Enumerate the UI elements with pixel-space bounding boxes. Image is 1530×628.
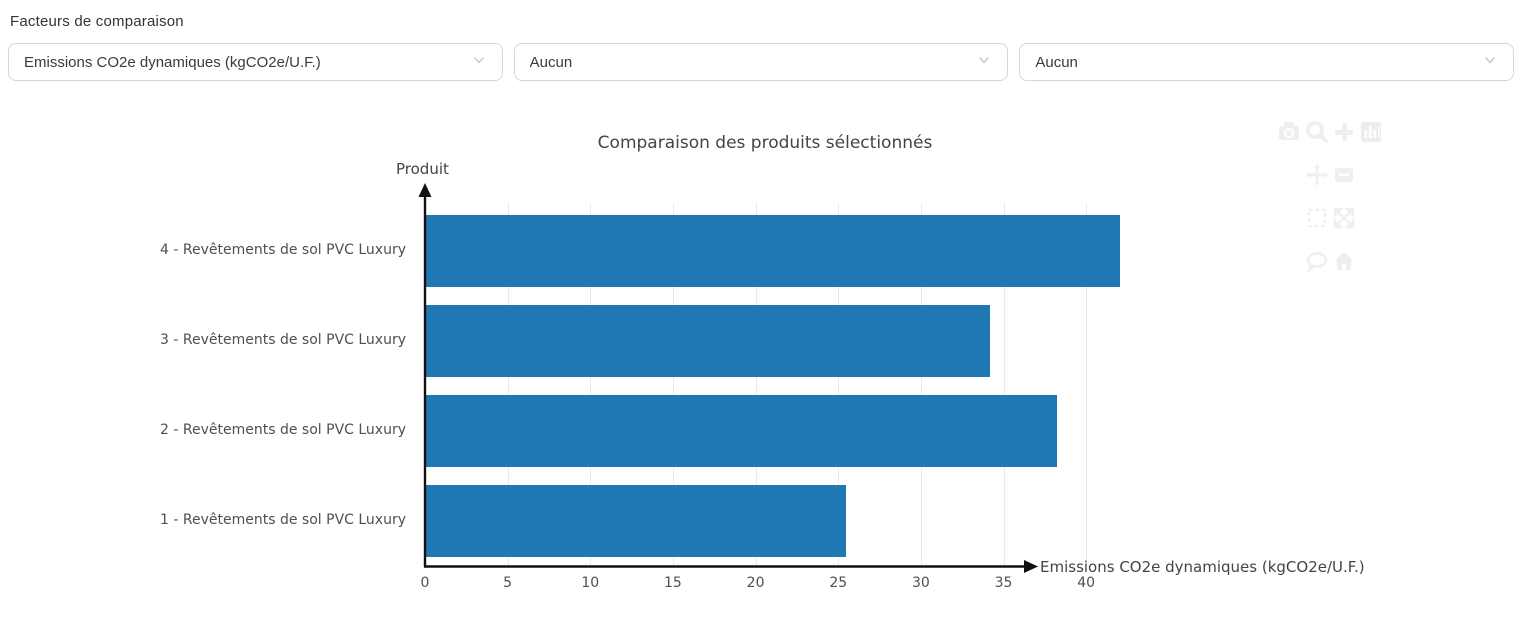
x-tick-label: 25 bbox=[829, 575, 848, 591]
y-axis-title: Produit bbox=[396, 160, 449, 178]
factor-dropdown-3-value: Aucun bbox=[1035, 53, 1078, 71]
toggle-hover-icon[interactable] bbox=[1305, 249, 1329, 274]
zoom-out-icon[interactable] bbox=[1332, 163, 1356, 187]
factor-dropdown-1-value: Emissions CO2e dynamiques (kgCO2e/U.F.) bbox=[24, 53, 321, 71]
bar-4[interactable] bbox=[426, 215, 1120, 287]
factor-dropdown-2-value: Aucun bbox=[529, 53, 573, 71]
x-gridline bbox=[672, 203, 674, 565]
bar-3[interactable] bbox=[426, 305, 990, 377]
box-select-icon[interactable] bbox=[1305, 206, 1329, 230]
x-tick-label: 35 bbox=[994, 575, 1013, 591]
factor-dropdown-2[interactable]: Aucun bbox=[513, 43, 1009, 81]
chevron-down-icon bbox=[975, 51, 993, 74]
category-label: 4 - Revêtements de sol PVC Luxury bbox=[160, 242, 406, 258]
x-tick-label: 0 bbox=[420, 575, 430, 591]
factor-dropdown-1[interactable]: Emissions CO2e dynamiques (kgCO2e/U.F.) bbox=[8, 43, 503, 81]
x-tick-label: 10 bbox=[581, 575, 600, 591]
x-gridline bbox=[1003, 203, 1005, 565]
pan-icon[interactable] bbox=[1305, 163, 1329, 187]
chevron-down-icon bbox=[470, 51, 488, 74]
x-tick-label: 5 bbox=[503, 575, 513, 591]
zoom-in-icon[interactable] bbox=[1332, 120, 1356, 144]
category-label: 1 - Revêtements de sol PVC Luxury bbox=[160, 512, 406, 528]
bar-2[interactable] bbox=[426, 395, 1057, 467]
x-gridline bbox=[838, 203, 840, 565]
camera-icon[interactable] bbox=[1277, 120, 1301, 144]
chart-title: Comparaison des produits sélectionnés bbox=[597, 133, 933, 153]
factor-dropdown-row: Emissions CO2e dynamiques (kgCO2e/U.F.) … bbox=[8, 43, 1515, 81]
category-label: 2 - Revêtements de sol PVC Luxury bbox=[160, 422, 406, 438]
zoom-icon[interactable] bbox=[1305, 120, 1329, 144]
factor-dropdown-3[interactable]: Aucun bbox=[1019, 43, 1515, 81]
x-tick-label: 30 bbox=[911, 575, 930, 591]
x-gridline bbox=[1086, 203, 1088, 565]
plotly-logo-icon[interactable] bbox=[1359, 120, 1383, 144]
reset-home-icon[interactable] bbox=[1332, 249, 1356, 273]
comparison-bar-chart: Comparaison des produits sélectionnés Pr… bbox=[0, 107, 1530, 625]
autoscale-icon[interactable] bbox=[1332, 206, 1356, 230]
x-tick-label: 15 bbox=[664, 575, 682, 591]
x-gridline bbox=[507, 203, 509, 565]
category-label: 3 - Revêtements de sol PVC Luxury bbox=[160, 332, 406, 348]
chevron-down-icon bbox=[1481, 51, 1499, 74]
x-gridline bbox=[755, 203, 757, 565]
x-axis-title: Emissions CO2e dynamiques (kgCO2e/U.F.) bbox=[1040, 558, 1365, 576]
x-gridline bbox=[590, 203, 592, 565]
bar-1[interactable] bbox=[426, 485, 846, 557]
x-tick-label: 20 bbox=[746, 575, 765, 591]
comparison-factors-label: Facteurs de comparaison bbox=[10, 13, 184, 30]
x-gridline bbox=[920, 203, 922, 565]
x-tick-label: 40 bbox=[1077, 575, 1096, 591]
